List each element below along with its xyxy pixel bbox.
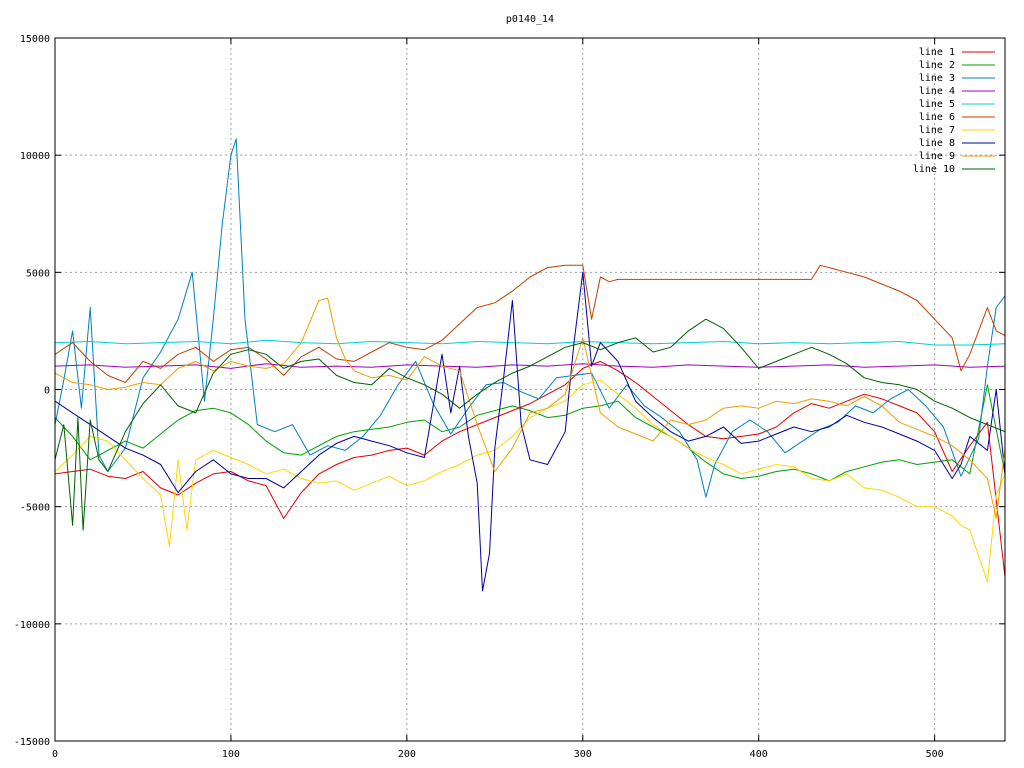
legend-label: line 8 bbox=[919, 138, 955, 149]
series-line-4 bbox=[55, 363, 1005, 369]
legend-label: line 2 bbox=[919, 60, 955, 71]
series-line-8 bbox=[55, 271, 1005, 592]
y-tick-label: -10000 bbox=[14, 620, 50, 631]
plot-frame bbox=[54, 37, 1006, 742]
legend-label: line 4 bbox=[919, 86, 955, 97]
legend-label: line 9 bbox=[919, 151, 955, 162]
series-line-7 bbox=[55, 379, 1005, 583]
series-line-5 bbox=[55, 339, 1005, 346]
y-tick-label: 5000 bbox=[26, 268, 50, 279]
legend-label: line 1 bbox=[919, 47, 955, 58]
series-line-10 bbox=[55, 318, 1005, 531]
x-tick-label: 200 bbox=[398, 749, 416, 760]
y-tick-label: 10000 bbox=[20, 151, 50, 162]
x-tick-label: 100 bbox=[222, 749, 240, 760]
series-line-6 bbox=[55, 264, 1005, 383]
y-tick-label: -5000 bbox=[20, 503, 50, 514]
axis-ticks: 0 100 200 300 400 500 -15000 -10000 -5000 0 5000 10… bbox=[14, 34, 1005, 760]
series-line-3 bbox=[55, 138, 1005, 498]
y-tick-label: 0 bbox=[44, 386, 50, 397]
chart-title: p0140_14 bbox=[506, 14, 554, 25]
series-line-2 bbox=[55, 384, 1005, 482]
legend-label: line 7 bbox=[919, 125, 955, 136]
y-tick-label: -15000 bbox=[14, 737, 50, 748]
legend-label: line 6 bbox=[919, 112, 955, 123]
plot-area bbox=[55, 138, 1005, 592]
y-tick-label: 15000 bbox=[20, 34, 50, 45]
legend-label: line 5 bbox=[919, 99, 955, 110]
x-tick-label: 500 bbox=[926, 749, 944, 760]
legend: line 1 line 2 line 3 line 4 line 5 line 6 line… bbox=[913, 47, 995, 175]
series-line-9 bbox=[55, 297, 1005, 519]
x-tick-label: 0 bbox=[52, 749, 58, 760]
series-line-1 bbox=[55, 360, 1005, 578]
legend-label: line 10 bbox=[913, 164, 955, 175]
x-tick-label: 400 bbox=[750, 749, 768, 760]
x-tick-label: 300 bbox=[574, 749, 592, 760]
legend-label: line 3 bbox=[919, 73, 955, 84]
